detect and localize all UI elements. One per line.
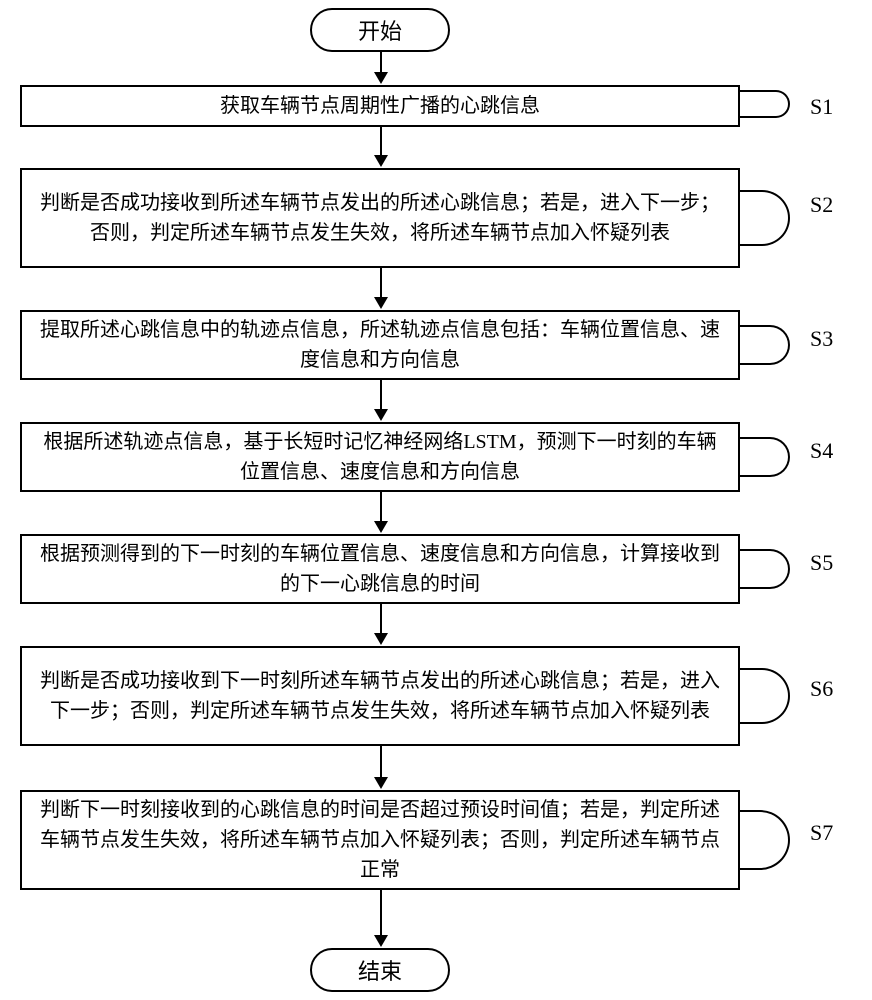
flow-arrow [380,127,382,165]
process-text: 获取车辆节点周期性广播的心跳信息 [220,91,540,121]
flow-arrow [380,492,382,531]
label-connector [740,668,790,724]
label-connector [740,437,790,477]
process-step-s1: 获取车辆节点周期性广播的心跳信息 [20,85,740,127]
process-text: 判断是否成功接收到所述车辆节点发出的所述心跳信息；若是，进入下一步；否则，判定所… [38,188,722,248]
start-terminator: 开始 [310,8,450,52]
step-label-s6: S6 [810,676,833,702]
label-connector [740,90,790,118]
step-label-s3: S3 [810,326,833,352]
process-text: 判断下一时刻接收到的心跳信息的时间是否超过预设时间值；若是，判定所述车辆节点发生… [38,795,722,885]
step-label-s2: S2 [810,192,833,218]
process-step-s3: 提取所述心跳信息中的轨迹点信息，所述轨迹点信息包括：车辆位置信息、速度信息和方向… [20,310,740,380]
process-text: 判断是否成功接收到下一时刻所述车辆节点发出的所述心跳信息；若是，进入下一步；否则… [38,666,722,726]
process-step-s2: 判断是否成功接收到所述车辆节点发出的所述心跳信息；若是，进入下一步；否则，判定所… [20,168,740,268]
start-label: 开始 [358,14,402,46]
process-text: 根据预测得到的下一时刻的车辆位置信息、速度信息和方向信息，计算接收到的下一心跳信… [38,539,722,599]
process-step-s4: 根据所述轨迹点信息，基于长短时记忆神经网络LSTM，预测下一时刻的车辆位置信息、… [20,422,740,492]
process-text: 根据所述轨迹点信息，基于长短时记忆神经网络LSTM，预测下一时刻的车辆位置信息、… [38,427,722,487]
label-connector [740,325,790,365]
flow-arrow [380,604,382,643]
process-text: 提取所述心跳信息中的轨迹点信息，所述轨迹点信息包括：车辆位置信息、速度信息和方向… [38,315,722,375]
process-step-s6: 判断是否成功接收到下一时刻所述车辆节点发出的所述心跳信息；若是，进入下一步；否则… [20,646,740,746]
flow-arrow [380,268,382,307]
label-connector [740,549,790,589]
end-terminator: 结束 [310,948,450,992]
label-connector [740,190,790,246]
step-label-s7: S7 [810,820,833,846]
process-step-s5: 根据预测得到的下一时刻的车辆位置信息、速度信息和方向信息，计算接收到的下一心跳信… [20,534,740,604]
flowchart-canvas: 开始 获取车辆节点周期性广播的心跳信息判断是否成功接收到所述车辆节点发出的所述心… [0,0,872,1000]
step-label-s1: S1 [810,94,833,120]
flow-arrow [380,890,382,945]
flow-arrow [380,380,382,419]
flow-arrow [380,746,382,787]
label-connector [740,810,790,870]
process-step-s7: 判断下一时刻接收到的心跳信息的时间是否超过预设时间值；若是，判定所述车辆节点发生… [20,790,740,890]
flow-arrow [380,52,382,82]
end-label: 结束 [358,954,402,986]
step-label-s4: S4 [810,438,833,464]
step-label-s5: S5 [810,550,833,576]
